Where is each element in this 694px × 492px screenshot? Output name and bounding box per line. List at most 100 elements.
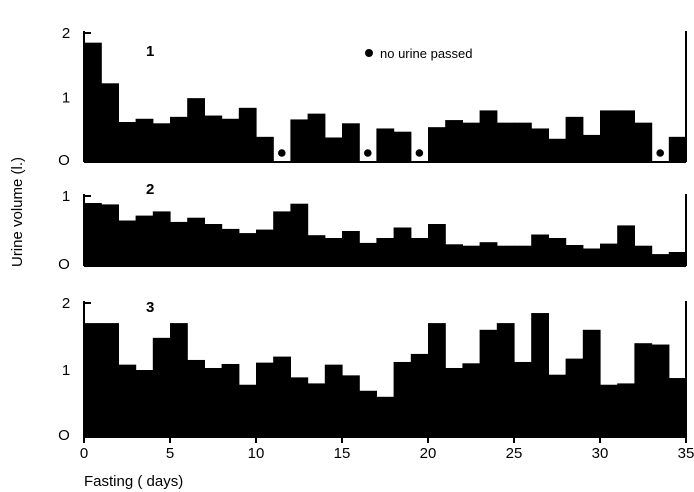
bar-panel3-day6 [187,359,205,437]
no-urine-marker-day16 [364,149,372,157]
panel3-label: 3 [146,299,154,316]
bar-panel2-day34 [668,252,687,266]
bar-panel1-day3 [135,118,154,162]
panel1-label: 1 [146,43,154,60]
panel3-ytick-label-0: O [58,427,70,444]
bar-panel2-day15 [342,231,360,266]
bar-panel3-day18 [393,361,412,437]
x-tick-label-5: 5 [166,445,174,462]
bar-panel3-day32 [634,343,653,437]
bar-panel1-day15 [342,123,360,162]
bar-panel3-day1 [101,323,119,437]
bar-panel2-day23 [479,242,498,266]
x-tick-label-25: 25 [506,445,523,462]
panel1-ytick-label-1: 1 [62,90,70,107]
bar-panel2-day21 [445,244,463,266]
bar-panel2-day2 [118,220,137,266]
bar-panel2-day18 [393,227,412,266]
bar-panel1-day7 [204,115,223,162]
x-tick-label-15: 15 [334,445,351,462]
legend-label: no urine passed [380,46,473,61]
bar-panel2-day17 [376,238,395,266]
bar-panel2-day32 [634,245,653,266]
bar-panel1-day30 [600,110,618,162]
bar-panel3-day27 [548,374,567,437]
bar-panel3-day14 [324,364,343,437]
bar-panel3-day10 [256,362,274,437]
bar-panel2-day31 [617,225,635,266]
bar-panel1-day4 [152,123,171,162]
bar-panel3-day15 [342,375,360,437]
bar-panel2-day13 [307,235,326,266]
legend-dot-icon [365,49,373,57]
bar-panel1-day21 [445,120,463,162]
bar-panel1-day26 [531,128,549,162]
bar-panel3-day9 [238,384,257,437]
bar-panel3-day30 [600,384,618,437]
bar-panel1-day34 [668,136,687,162]
bar-panel3-day11 [273,356,291,437]
bar-panel1-day12 [290,119,309,162]
bar-panel2-day26 [531,234,549,266]
bar-panel2-day20 [428,224,446,266]
bar-panel2-day16 [359,242,377,266]
bar-panel3-day12 [290,377,309,437]
bar-panel3-day33 [651,344,670,437]
bar-panel2-day6 [187,217,205,266]
bar-panel2-day9 [238,233,257,266]
bar-panel3-day29 [582,329,601,437]
x-tick-label-0: 0 [80,445,88,462]
bar-panel3-day24 [496,323,515,437]
bar-panel3-day23 [479,329,498,437]
bar-panel3-day0 [84,323,102,437]
bar-panel1-day29 [582,134,601,162]
bar-panel2-day12 [290,203,309,266]
panel3-ytick-label-2: 2 [62,295,70,312]
bar-panel2-day19 [410,238,429,266]
bar-panel1-day5 [170,116,188,162]
no-urine-marker-day33 [656,149,664,157]
legend: no urine passed [365,46,473,61]
no-urine-marker-day11 [278,149,286,157]
panel1-ytick-label-2: 2 [62,25,70,42]
bar-panel3-day26 [531,313,549,437]
x-tick-label-30: 30 [592,445,609,462]
bar-panel1-day6 [187,98,205,162]
bar-panel1-day0 [84,42,102,162]
bar-panel1-day8 [221,118,240,162]
bar-panel3-day4 [152,337,171,437]
bar-panel1-day32 [634,122,653,162]
x-tick-label-10: 10 [248,445,265,462]
bar-panel2-day4 [152,211,171,266]
bar-panel2-day22 [462,245,481,266]
bar-panel2-day28 [565,245,584,266]
bar-panel2-day11 [273,211,291,266]
bar-panel1-day10 [256,136,274,162]
bar-panel3-day3 [135,370,154,437]
panel2-ytick-label-1: 1 [62,188,70,205]
bar-panel2-day24 [496,245,515,266]
bar-panel3-day20 [428,323,446,437]
bar-panel2-day27 [548,238,567,266]
bar-panel2-day10 [256,229,274,266]
bar-panel1-day1 [101,83,119,162]
no-urine-marker-day19 [415,149,424,157]
bar-panel3-day7 [204,367,223,437]
bar-panel3-day17 [376,396,395,437]
bar-panel1-day20 [428,127,446,162]
bar-panel1-day18 [393,131,412,162]
bar-panel3-day22 [462,363,481,437]
bar-panel1-day28 [565,116,584,162]
bar-panel1-day13 [307,113,326,163]
bar-panel1-day25 [514,122,532,162]
bar-panel1-day31 [617,110,635,162]
bar-panel3-day19 [410,353,429,437]
bar-panel3-day2 [118,364,137,437]
bar-panel2-day0 [84,203,102,266]
bar-panel2-day25 [514,245,532,266]
bar-panel1-day22 [462,122,481,162]
bar-panel2-day14 [324,238,343,266]
panel2-ytick-label-0: O [58,256,70,273]
